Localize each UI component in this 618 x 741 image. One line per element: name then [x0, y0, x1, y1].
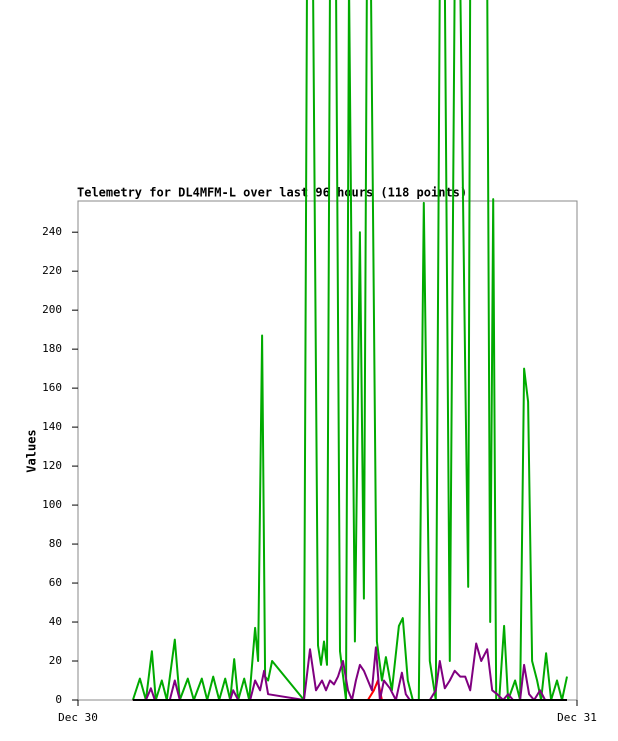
y-tick-label: 200 — [42, 303, 62, 316]
y-tick-label: 160 — [42, 381, 62, 394]
x-tick-label: Dec 31 — [557, 711, 597, 724]
series-line — [132, 642, 567, 701]
x-tick-label: Dec 30 — [58, 711, 98, 724]
y-axis-label: Values — [25, 429, 39, 472]
y-tick-label: 240 — [42, 225, 62, 238]
y-tick-label: 60 — [49, 576, 62, 589]
y-tick-label: 100 — [42, 498, 62, 511]
y-tick-label: 80 — [49, 537, 62, 550]
y-tick-label: 140 — [42, 420, 62, 433]
y-tick-label: 0 — [55, 693, 62, 706]
y-tick-label: 120 — [42, 459, 62, 472]
chart-title: Telemetry for DL4MFM-L over last 96 hour… — [77, 186, 467, 200]
y-tick-label: 20 — [49, 654, 62, 667]
y-tick-label: 180 — [42, 342, 62, 355]
series-line — [131, 0, 568, 701]
y-tick-label: 40 — [49, 615, 62, 628]
y-tick-label: 220 — [42, 264, 62, 277]
